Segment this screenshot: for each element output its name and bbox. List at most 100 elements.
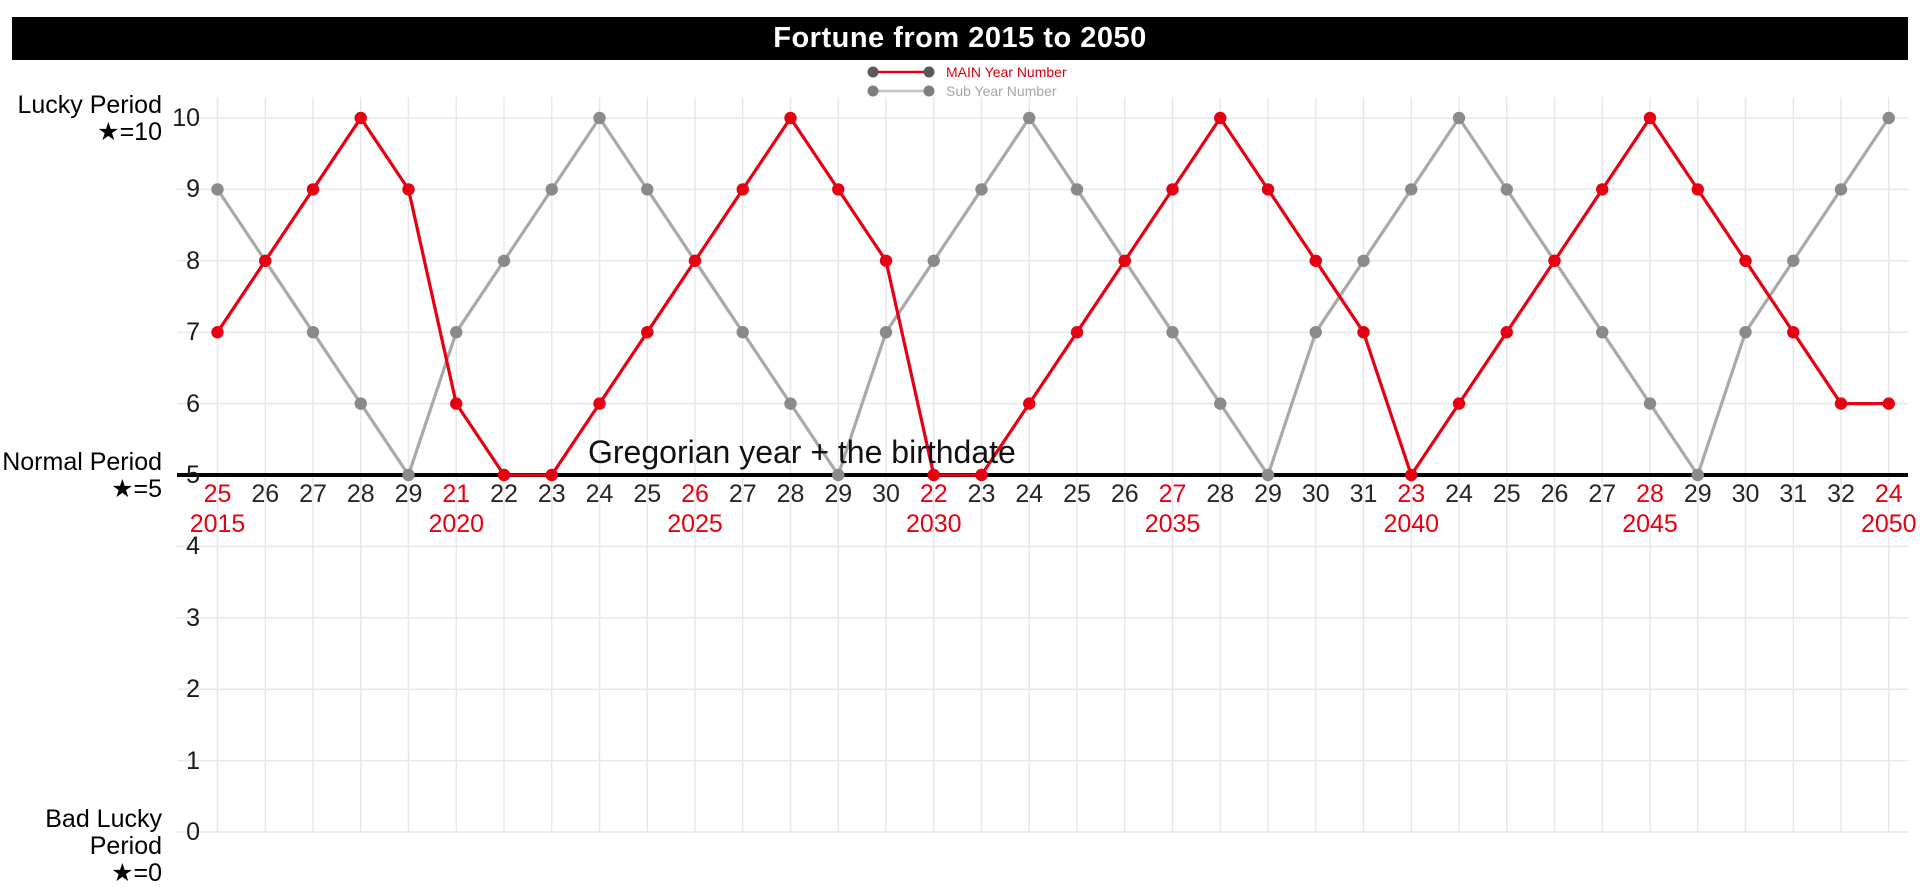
- sub-series-point: [784, 397, 797, 410]
- period-star-value: ★=5: [111, 475, 162, 503]
- y-tick-label: 9: [186, 175, 200, 204]
- period-star-value: ★=10: [97, 118, 162, 146]
- x-tick-label: 30: [872, 480, 900, 508]
- main-series-point: [497, 468, 511, 482]
- fortune-chart-svg: [177, 97, 1908, 833]
- x-tick-label: 28: [776, 480, 805, 508]
- main-series-point: [832, 183, 845, 196]
- main-series-point: [306, 183, 320, 196]
- x-tick-label: 29: [1254, 480, 1282, 508]
- x-tick-label: 31: [1779, 480, 1808, 508]
- sub-series-point: [1882, 111, 1895, 125]
- period-label: Normal Period: [2, 448, 162, 476]
- y-tick-label: 10: [172, 104, 200, 132]
- sub-series-point: [1405, 183, 1418, 196]
- legend-item: MAIN Year Number: [866, 64, 1067, 80]
- period-star-value: ★=0: [111, 859, 162, 887]
- sub-series-point: [832, 468, 845, 482]
- x-tick-label: 28: [1206, 480, 1235, 508]
- x-tick-label: 24: [1874, 480, 1903, 508]
- main-series-point: [1070, 326, 1084, 339]
- sub-series-point: [1643, 397, 1657, 410]
- sub-series-point: [306, 326, 320, 339]
- x-tick-label: 25: [1063, 480, 1091, 508]
- main-series-line: [216, 116, 1889, 477]
- chart-title: Fortune from 2015 to 2050: [773, 22, 1147, 54]
- sub-series-point: [1787, 254, 1800, 267]
- sub-series-point: [1739, 326, 1752, 339]
- sub-series-point: [1070, 183, 1084, 196]
- x-tick-label: 32: [1827, 480, 1855, 508]
- x-tick-label: 23: [1397, 480, 1426, 508]
- y-tick-label: 0: [186, 818, 200, 846]
- legend-marker-icon: [867, 66, 935, 78]
- x-tick-label: 24: [1445, 480, 1473, 508]
- sub-series-point: [1261, 468, 1275, 482]
- x-tick-label: 22: [490, 480, 518, 508]
- x-tick-label: 26: [251, 480, 280, 508]
- sub-series-point: [497, 254, 511, 267]
- x-axis-annotation: Gregorian year + the birthdate: [588, 434, 1016, 470]
- x-tick-label: 26: [1110, 480, 1139, 508]
- x-tick-label: 25: [203, 480, 232, 508]
- main-series-point: [1023, 397, 1036, 410]
- y-tick-label: 8: [186, 246, 200, 275]
- main-series-point: [450, 397, 463, 410]
- x-year-label: 2050: [1860, 510, 1917, 538]
- main-series-point: [1452, 397, 1466, 410]
- main-series-point: [1596, 183, 1609, 196]
- x-tick-label: 21: [442, 480, 471, 508]
- x-tick-label: 29: [824, 480, 853, 508]
- legend-label: MAIN Year Number: [946, 64, 1067, 80]
- x-tick-label: 28: [1636, 480, 1664, 508]
- legend-item: Sub Year Number: [866, 83, 1067, 99]
- main-series-point: [545, 468, 558, 482]
- sub-series-point: [641, 183, 654, 196]
- x-tick-label: 22: [919, 480, 948, 508]
- main-series-point: [641, 326, 654, 339]
- sub-series-point: [1834, 183, 1848, 196]
- x-tick-label: 31: [1349, 480, 1378, 508]
- main-series-point: [879, 254, 893, 267]
- x-year-label: 2025: [667, 510, 723, 538]
- sub-series-point: [1596, 326, 1609, 339]
- period-label: Lucky Period: [17, 91, 162, 119]
- main-series-point: [1357, 326, 1370, 339]
- main-series-point: [259, 254, 272, 267]
- sub-series-point: [450, 326, 463, 339]
- sub-series-point: [1023, 111, 1036, 125]
- x-tick-label: 28: [346, 480, 375, 508]
- x-tick-label: 27: [1158, 480, 1187, 508]
- main-series-point: [1118, 254, 1131, 267]
- legend: MAIN Year Number Sub Year Number: [866, 64, 1067, 99]
- x-tick-label: 23: [537, 480, 566, 508]
- sub-series-point: [545, 183, 558, 196]
- main-series-point: [1739, 254, 1752, 267]
- sub-series-point: [879, 326, 893, 339]
- sub-series-point: [211, 183, 224, 196]
- main-series-point: [1405, 468, 1418, 482]
- legend-marker-icon: [867, 85, 935, 97]
- sub-series-point: [736, 326, 749, 339]
- y-tick-label: 7: [186, 318, 200, 347]
- sub-series-point: [1452, 111, 1466, 125]
- y-tick-label: 6: [186, 389, 200, 418]
- legend-label: Sub Year Number: [946, 83, 1057, 99]
- main-series-point: [1500, 326, 1513, 339]
- main-series-point: [927, 468, 940, 482]
- x-tick-label: 30: [1731, 480, 1760, 508]
- sub-series-line: [216, 116, 1891, 477]
- main-series-point: [1166, 183, 1179, 196]
- y-tick-label: 4: [186, 532, 200, 561]
- main-series-point: [736, 183, 749, 196]
- period-label: Bad Lucky Period: [45, 805, 162, 860]
- side-label-normal-period: Normal Period ★=5: [0, 449, 162, 503]
- x-tick-label: 23: [967, 480, 996, 508]
- sub-series-point: [354, 397, 367, 410]
- x-tick-label: 25: [1492, 480, 1521, 508]
- sub-series-point: [1357, 254, 1370, 267]
- sub-series-point: [975, 183, 988, 196]
- sub-series-point: [1214, 397, 1227, 410]
- main-series-point: [1787, 326, 1800, 339]
- main-series-point: [593, 397, 606, 410]
